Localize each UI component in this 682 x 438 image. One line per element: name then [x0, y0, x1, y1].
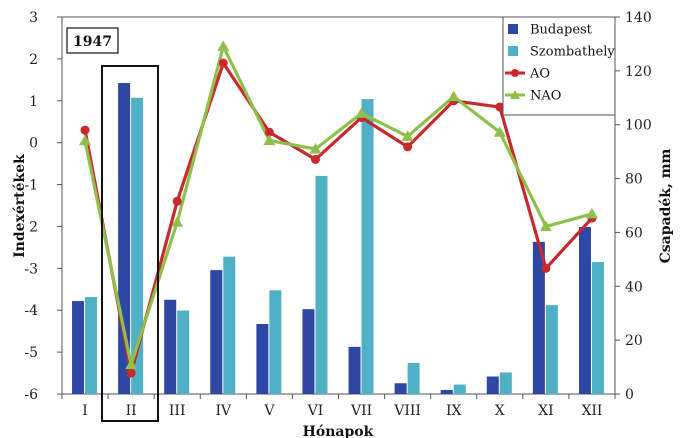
y-right-tick-label: 140: [625, 10, 652, 26]
y-right-tick-label: 80: [625, 172, 643, 188]
point-ao: [172, 196, 182, 206]
y-left-tick-label: -1: [24, 178, 38, 194]
legend: Budapest Szombathely AO NAO: [502, 16, 616, 116]
y-right-tick-label: 0: [625, 387, 634, 403]
bar-szombathely: [361, 99, 374, 394]
bar-budapest: [164, 299, 177, 394]
bar-budapest: [302, 309, 315, 394]
legend-marker-ao: [511, 69, 519, 77]
y-right-tick-label: 20: [625, 333, 643, 349]
point-nao: [171, 216, 184, 227]
point-nao: [263, 134, 276, 146]
bar-budapest: [256, 323, 269, 394]
point-nao: [401, 130, 414, 141]
bar-szombathely: [131, 97, 144, 395]
y-left-tick-label: 2: [29, 52, 38, 68]
legend-swatch-szombathely: [508, 46, 518, 56]
point-nao: [539, 220, 552, 231]
bar-budapest: [578, 227, 591, 394]
x-tick-label: IX: [446, 403, 462, 419]
y-left-tick-label: -5: [24, 345, 38, 361]
legend-box: [502, 16, 616, 116]
bar-budapest: [532, 241, 545, 394]
bar-budapest: [210, 270, 223, 394]
y-left-tick-label: -6: [24, 387, 38, 403]
year-annotation: 1947: [66, 27, 119, 54]
y-left-tick-label: 0: [29, 136, 38, 152]
bar-szombathely: [453, 384, 466, 394]
bar-szombathely: [407, 363, 420, 394]
y-left-tick-label: -4: [24, 303, 38, 319]
bar-szombathely: [499, 372, 512, 394]
bar-szombathely: [177, 310, 190, 394]
x-tick-label: V: [263, 403, 275, 419]
point-ao: [403, 142, 413, 152]
bar-budapest: [394, 383, 407, 394]
year-label: 1947: [73, 34, 112, 50]
legend-label-budapest: Budapest: [530, 23, 593, 38]
point-ao: [310, 154, 320, 164]
bar-budapest: [72, 301, 85, 394]
point-ao: [541, 263, 551, 273]
point-ao: [80, 125, 90, 135]
point-ao: [218, 58, 228, 68]
y-right-tick-label: 100: [625, 118, 652, 134]
x-tick-label: XII: [581, 403, 602, 419]
x-tick-label: VIII: [393, 403, 421, 419]
line-ao: [83, 61, 594, 375]
x-tick-label: II: [126, 403, 137, 419]
point-nao: [447, 90, 460, 102]
point-ao: [126, 368, 136, 378]
bar-szombathely: [315, 175, 328, 394]
bar-budapest: [486, 376, 499, 394]
bar-budapest: [440, 389, 453, 394]
point-ao: [495, 102, 505, 112]
y-left-tick-label: 3: [29, 10, 38, 26]
point-nao: [79, 134, 92, 146]
x-tick-label: III: [169, 403, 186, 419]
y-right-tick-label: 120: [625, 64, 652, 80]
y-left-tick-label: 2: [29, 219, 38, 235]
point-nao: [585, 207, 598, 219]
legend-label-szombathely: Szombathely: [530, 45, 615, 60]
y-left-axis-title: Indexértékek: [12, 154, 28, 258]
y-right-tick-label: 60: [625, 225, 643, 241]
legend-swatch-budapest: [508, 24, 518, 34]
x-tick-label: XI: [538, 403, 554, 419]
point-nao: [217, 40, 230, 51]
bar-budapest: [348, 346, 361, 394]
bar-szombathely: [223, 256, 236, 394]
legend-label-ao: AO: [529, 67, 550, 82]
point-nao: [493, 126, 506, 137]
bar-szombathely: [545, 305, 558, 394]
x-tick-label: VII: [350, 403, 372, 419]
bar-szombathely: [269, 290, 282, 394]
line-nao: [83, 44, 593, 367]
point-nao: [355, 107, 368, 118]
bar-szombathely: [85, 297, 98, 394]
x-tick-label: IV: [215, 403, 232, 419]
x-tick-label: X: [495, 403, 505, 419]
y-right-tick-label: 40: [625, 279, 643, 295]
year-box: [66, 27, 119, 54]
point-ao: [264, 127, 274, 137]
point-nao: [125, 358, 138, 370]
y-left-tick-label: 1: [29, 94, 38, 110]
bar-szombathely: [591, 262, 604, 394]
x-tick-label: VI: [307, 403, 324, 419]
legend-label-nao: NAO: [530, 89, 561, 104]
legend-marker-nao: [510, 90, 520, 99]
highlight-box: [101, 65, 159, 422]
y-left-tick-label: -3: [24, 261, 38, 277]
x-axis-title: Hónapok: [303, 424, 374, 438]
point-nao: [309, 142, 322, 154]
y-right-axis-title: Csapadék, mm: [658, 148, 674, 263]
x-tick-label: I: [82, 403, 88, 419]
